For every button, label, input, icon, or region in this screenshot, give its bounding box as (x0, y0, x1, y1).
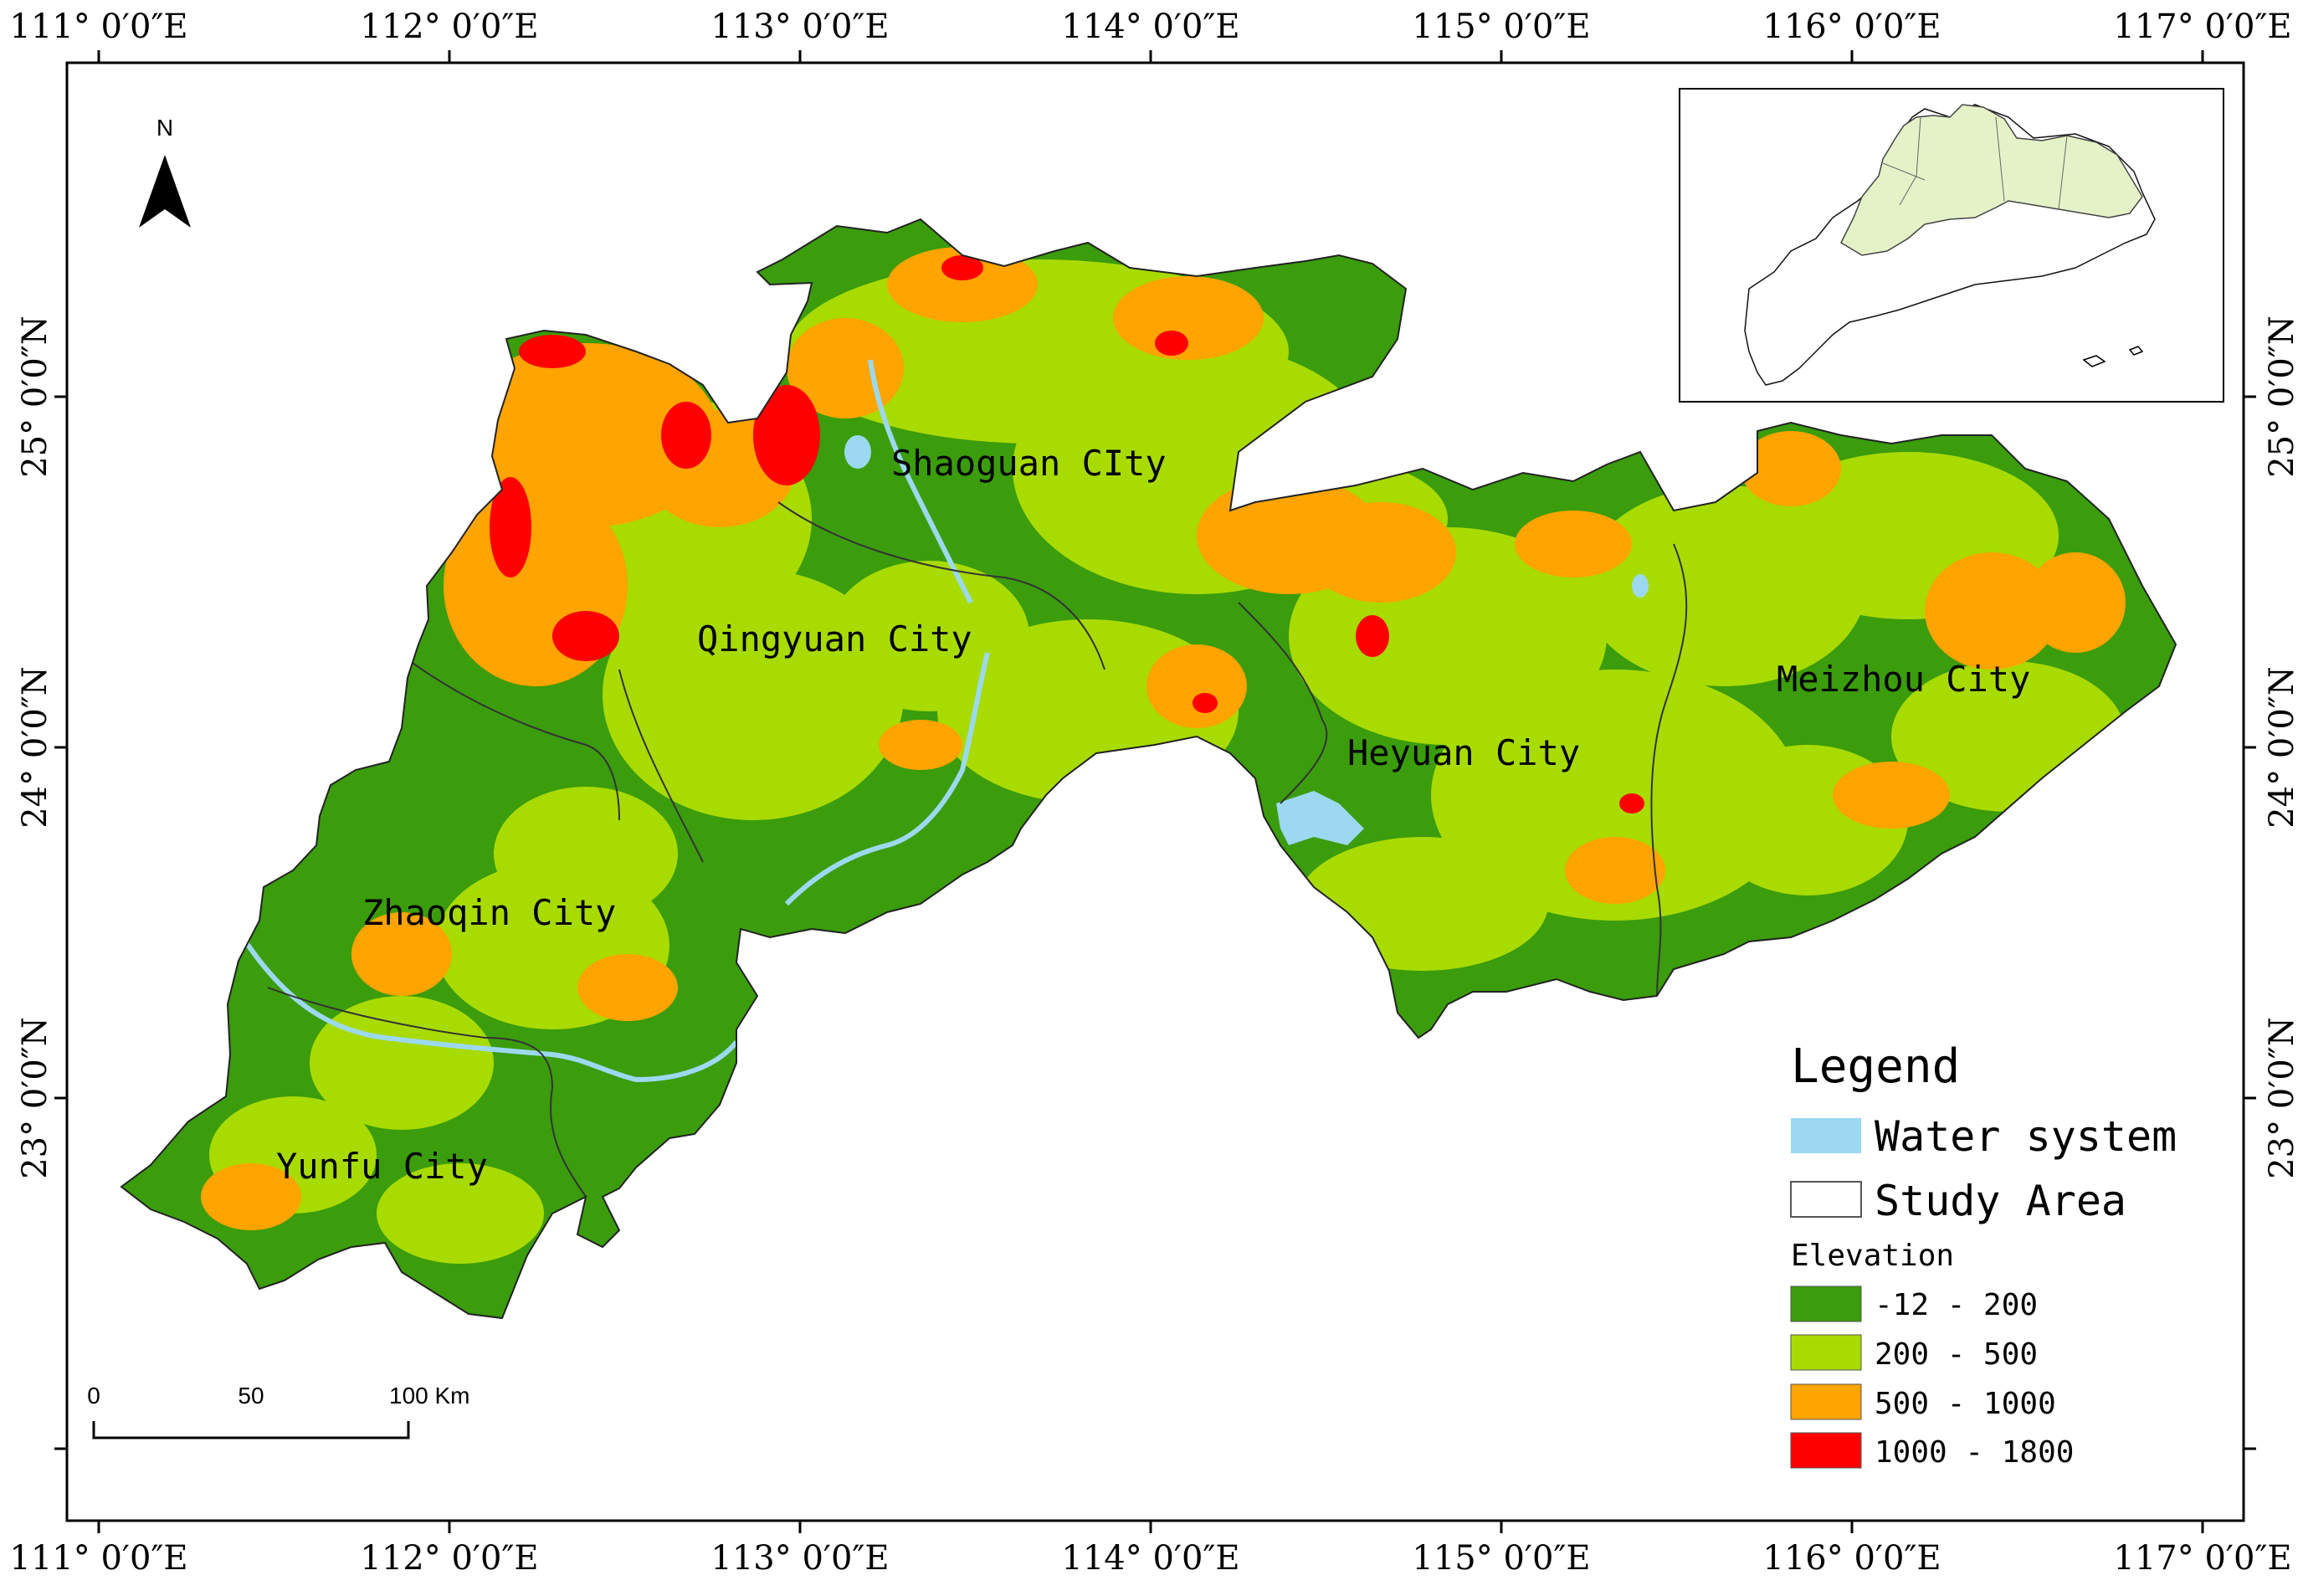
inset-map (1679, 88, 2224, 403)
legend-study-area-swatch (1790, 1181, 1862, 1218)
top-label: 112° 0′0″E (360, 8, 538, 46)
north-arrow: N (139, 115, 191, 228)
inset-island-2 (2128, 346, 2144, 356)
bottom-label: 115° 0′0″E (1412, 1539, 1590, 1578)
legend-title: Legend (1791, 1039, 1960, 1094)
top-label: 115° 0′0″E (1412, 8, 1590, 46)
bottom-label: 116° 0′0″E (1762, 1539, 1941, 1578)
top-label: 117° 0′0″E (2113, 8, 2291, 46)
city-label-meizhou: Meizhou City (1777, 659, 2030, 700)
inset-island-1 (2082, 355, 2106, 367)
left-label: 23° 0′0″N (16, 1017, 54, 1179)
city-boundaries (267, 501, 1688, 1198)
bottom-label: 113° 0′0″E (710, 1539, 889, 1578)
water-system-features (240, 359, 990, 1083)
bottom-longitude-labels: 111° 0′0″E 112° 0′0″E 113° 0′0″E 114° 0′… (9, 1539, 2291, 1578)
top-label: 111° 0′0″E (9, 8, 187, 46)
top-label: 114° 0′0″E (1061, 8, 1239, 46)
right-latitude-labels: 25° 0′0″N 24° 0′0″N 23° 0′0″N (2263, 316, 2301, 1179)
north-label: N (156, 115, 173, 141)
top-longitude-labels: 111° 0′0″E 112° 0′0″E 113° 0′0″E 114° 0′… (9, 8, 2291, 46)
left-label: 24° 0′0″N (16, 666, 54, 829)
legend: Legend Water system Study Area Elevation… (1790, 1039, 2177, 1470)
top-label: 113° 0′0″E (710, 8, 889, 46)
scale-label-0: 0 (87, 1383, 100, 1409)
city-label-heyuan: Heyuan City (1347, 732, 1580, 773)
legend-elev-label-1: -12 - 200 (1875, 1288, 2038, 1322)
legend-elev-swatch-4 (1790, 1432, 1862, 1469)
city-label-zhaoqin: Zhaoqin City (362, 892, 616, 933)
north-arrow-icon (139, 155, 191, 228)
legend-water-swatch (1791, 1118, 1861, 1153)
legend-elev-label-4: 1000 - 1800 (1875, 1435, 2074, 1470)
legend-elev-label-3: 500 - 1000 (1875, 1387, 2056, 1421)
right-label: 24° 0′0″N (2263, 666, 2301, 829)
elevation-1000-1800-zones (490, 255, 1644, 813)
right-label: 25° 0′0″N (2263, 316, 2301, 478)
map-frame (65, 61, 2245, 1522)
city-label-qingyuan: Qingyuan City (697, 618, 972, 659)
legend-study-area-label: Study Area (1875, 1177, 2126, 1225)
bottom-label: 112° 0′0″E (360, 1539, 538, 1578)
city-labels: Shaoguan CIty Qingyuan City Heyuan City … (276, 443, 2030, 1187)
legend-elev-swatch-1 (1790, 1286, 1862, 1322)
graticule-ticks (54, 50, 2256, 1533)
study-area-inset (1840, 104, 2143, 256)
legend-water-label: Water system (1875, 1112, 2177, 1161)
scale-bar: 0 50 100 Km (87, 1383, 470, 1439)
legend-elev-label-2: 200 - 500 (1875, 1337, 2038, 1372)
reservoirs (844, 435, 1649, 845)
left-label: 25° 0′0″N (16, 316, 54, 478)
city-label-shaoguan: Shaoguan CIty (891, 443, 1167, 484)
scale-label-50: 50 (238, 1383, 264, 1409)
study-area-outline (120, 218, 2177, 1320)
legend-elevation-title: Elevation (1791, 1239, 1954, 1273)
bottom-label: 114° 0′0″E (1061, 1539, 1239, 1578)
scale-label-100: 100 Km (389, 1383, 470, 1409)
legend-elev-swatch-2 (1790, 1334, 1862, 1371)
top-label: 116° 0′0″E (1762, 8, 1941, 46)
right-label: 23° 0′0″N (2263, 1017, 2301, 1179)
left-latitude-labels: 25° 0′0″N 24° 0′0″N 23° 0′0″N (16, 316, 54, 1179)
bottom-label: 117° 0′0″E (2113, 1539, 2291, 1578)
legend-elev-swatch-3 (1790, 1383, 1862, 1420)
city-label-yunfu: Yunfu City (276, 1146, 488, 1187)
bottom-label: 111° 0′0″E (9, 1539, 187, 1578)
